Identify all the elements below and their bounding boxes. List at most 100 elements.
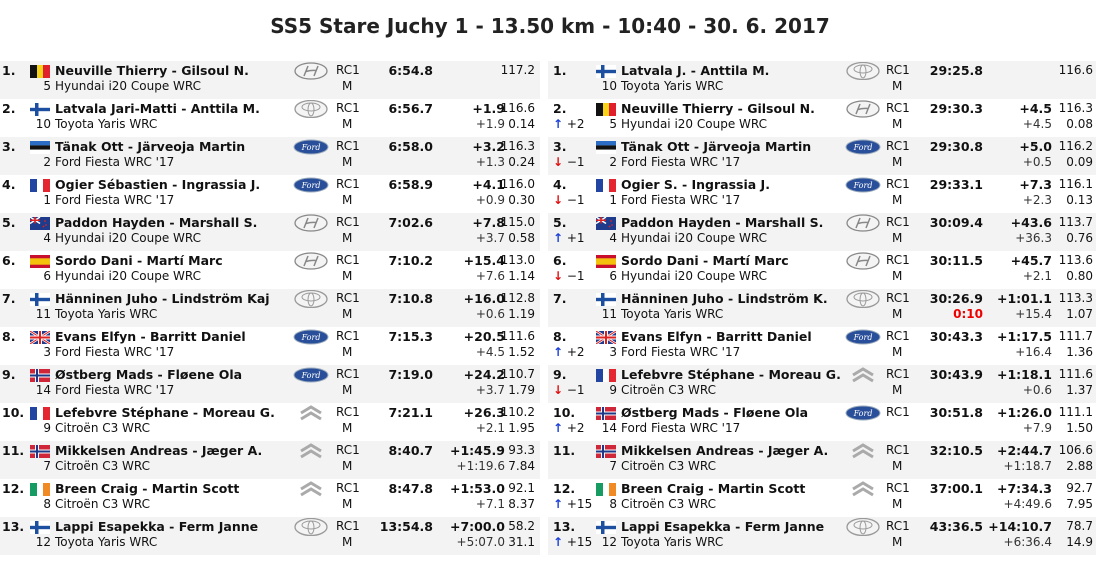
car-model: Ford Fiesta WRC '17 [621, 193, 741, 207]
crew-name: Latvala Jari-Matti - Anttila M. [55, 101, 260, 116]
svg-text:Ford: Ford [301, 181, 321, 190]
per-km: 0.76 [1066, 231, 1093, 245]
result-row[interactable]: 4. Ogier Sébastien - Ingrassia J. 1 Ford Fi… [0, 175, 540, 213]
result-row[interactable]: 9. Østberg Mads - Fløene Ola 14 Ford Fiesta… [0, 365, 540, 403]
speed: 93.3 [508, 443, 535, 457]
diff-previous: +15.4 [1015, 307, 1052, 321]
citroen-logo-icon [845, 442, 881, 460]
flag-fi-icon [30, 293, 50, 306]
svg-text:Ford: Ford [301, 333, 321, 342]
speed: 116.6 [1058, 63, 1093, 77]
result-row[interactable]: 13. ↑ +15 Lappi Esapekka - Ferm Janne 12 Toy… [548, 517, 1096, 555]
car-number: 8 [609, 497, 617, 511]
result-row[interactable]: 6. ↓ −1 Sordo Dani - Martí Marc 6 Hyundai i2… [548, 251, 1096, 289]
class-sub: M [342, 79, 353, 93]
result-row[interactable]: 11. Mikkelsen Andreas - Jæger A. 7 Citroën … [0, 441, 540, 479]
toyota-logo-icon [293, 517, 329, 537]
per-km: 1.07 [1066, 307, 1093, 321]
diff-leader: +1:01.1 [996, 291, 1052, 306]
diff-leader: +1:45.9 [449, 443, 505, 458]
result-row[interactable]: 2. ↑ +2 Neuville Thierry - Gilsoul N. 5 Hyun… [548, 99, 1096, 137]
diff-previous: +5:07.0 [456, 535, 505, 549]
result-row[interactable]: 9. ↓ −1 Lefebvre Stéphane - Moreau G. 9 Citr… [548, 365, 1096, 403]
car-model: Hyundai i20 Coupe WRC [55, 269, 201, 283]
class: RC1 [336, 367, 360, 381]
citroen-logo-icon [845, 366, 881, 384]
diff-leader: +1:18.1 [996, 367, 1052, 382]
result-row[interactable]: 13. Lappi Esapekka - Ferm Janne 12 Toyota Y… [0, 517, 540, 555]
time: 30:43.9 [929, 367, 983, 382]
diff-previous: +36.3 [1015, 231, 1052, 245]
class-sub: M [342, 307, 353, 321]
car-number: 10 [601, 79, 617, 93]
result-row[interactable]: 1. Neuville Thierry - Gilsoul N. 5 Hyundai … [0, 61, 540, 99]
class: RC1 [886, 63, 910, 77]
position: 1. [2, 63, 16, 78]
class: RC1 [336, 177, 360, 191]
class: RC1 [336, 291, 360, 305]
car-model: Toyota Yaris WRC [621, 535, 724, 549]
diff-leader: +7:00.0 [449, 519, 505, 534]
class-sub: M [892, 79, 903, 93]
class-sub: M [342, 269, 353, 283]
result-row[interactable]: 12. ↑ +15 Breen Craig - Martin Scott 8 Citro… [548, 479, 1096, 517]
speed: 111.6 [1058, 367, 1093, 381]
crew-name: Evans Elfyn - Barritt Daniel [55, 329, 246, 344]
diff-leader: +5.0 [1019, 139, 1052, 154]
time: 30:51.8 [929, 405, 983, 420]
car-model: Hyundai i20 Coupe WRC [621, 117, 767, 131]
result-row[interactable]: 2. Latvala Jari-Matti - Anttila M. 10 Toyot… [0, 99, 540, 137]
diff-leader: +2:44.7 [996, 443, 1052, 458]
speed: 116.0 [500, 177, 535, 191]
car-model: Citroën C3 WRC [55, 459, 151, 473]
result-row[interactable]: 11. Mikkelsen Andreas - Jæger A. 7 Citroën … [548, 441, 1096, 479]
time: 7:02.6 [388, 215, 433, 230]
result-row[interactable]: 6. Sordo Dani - Martí Marc 6 Hyundai i20 Co… [0, 251, 540, 289]
arrow-down-icon: ↓ [553, 193, 564, 207]
speed: 117.2 [500, 63, 535, 77]
car-number: 2 [43, 155, 51, 169]
crew-name: Neuville Thierry - Gilsoul N. [621, 101, 815, 116]
time: 8:40.7 [388, 443, 433, 458]
position-change: ↑ +2 [553, 421, 585, 435]
car-number: 14 [35, 383, 51, 397]
class: RC1 [336, 139, 360, 153]
class: RC1 [886, 519, 910, 533]
result-row[interactable]: 3. Tänak Ott - Järveoja Martin 2 Ford Fiest… [0, 137, 540, 175]
hyundai-logo-icon [845, 214, 881, 232]
arrow-down-icon: ↓ [553, 155, 564, 169]
result-row[interactable]: 5. Paddon Hayden - Marshall S. 4 Hyundai i2… [0, 213, 540, 251]
ford-logo-icon: Ford [293, 328, 329, 346]
speed: 116.3 [1058, 101, 1093, 115]
speed: 116.3 [500, 139, 535, 153]
result-row[interactable]: 7. Hänninen Juho - Lindström Kaj 11 Toyota … [0, 289, 540, 327]
result-row[interactable]: 8. Evans Elfyn - Barritt Daniel 3 Ford Fies… [0, 327, 540, 365]
per-km: 2.88 [1066, 459, 1093, 473]
per-km: 1.36 [1066, 345, 1093, 359]
car-model: Toyota Yaris WRC [621, 307, 724, 321]
result-row[interactable]: 5. ↑ +1 Paddon Hayden - Marshall S. 4 Hyunda… [548, 213, 1096, 251]
time: 6:56.7 [388, 101, 433, 116]
speed: 111.6 [500, 329, 535, 343]
crew-name: Paddon Hayden - Marshall S. [621, 215, 824, 230]
result-row[interactable]: 10. Lefebvre Stéphane - Moreau G. 9 Citroën… [0, 403, 540, 441]
result-row[interactable]: 1. Latvala J. - Anttila M. 10 Toyota Yaris … [548, 61, 1096, 99]
diff-previous: +7.1 [475, 497, 505, 511]
result-row[interactable]: 12. Breen Craig - Martin Scott 8 Citroën C3… [0, 479, 540, 517]
result-row[interactable]: 7. Hänninen Juho - Lindström K. 11 Toyota Y… [548, 289, 1096, 327]
car-model: Hyundai i20 Coupe WRC [621, 269, 767, 283]
svg-text:Ford: Ford [853, 143, 873, 152]
car-number: 1 [609, 193, 617, 207]
result-row[interactable]: 10. ↑ +2 Østberg Mads - Fløene Ola 14 Ford F… [548, 403, 1096, 441]
crew-name: Neuville Thierry - Gilsoul N. [55, 63, 249, 78]
result-row[interactable]: 8. ↑ +2 Evans Elfyn - Barritt Daniel 3 Ford … [548, 327, 1096, 365]
result-row[interactable]: 4. ↓ −1 Ogier S. - Ingrassia J. 1 Ford Fiest… [548, 175, 1096, 213]
time: 8:47.8 [388, 481, 433, 496]
flag-be-icon [596, 103, 616, 116]
flag-fi-icon [596, 65, 616, 78]
class-sub: M [892, 535, 903, 549]
per-km: 1.37 [1066, 383, 1093, 397]
car-number: 12 [601, 535, 617, 549]
result-row[interactable]: 3. ↓ −1 Tänak Ott - Järveoja Martin 2 Ford F… [548, 137, 1096, 175]
per-km: 7.95 [1066, 497, 1093, 511]
